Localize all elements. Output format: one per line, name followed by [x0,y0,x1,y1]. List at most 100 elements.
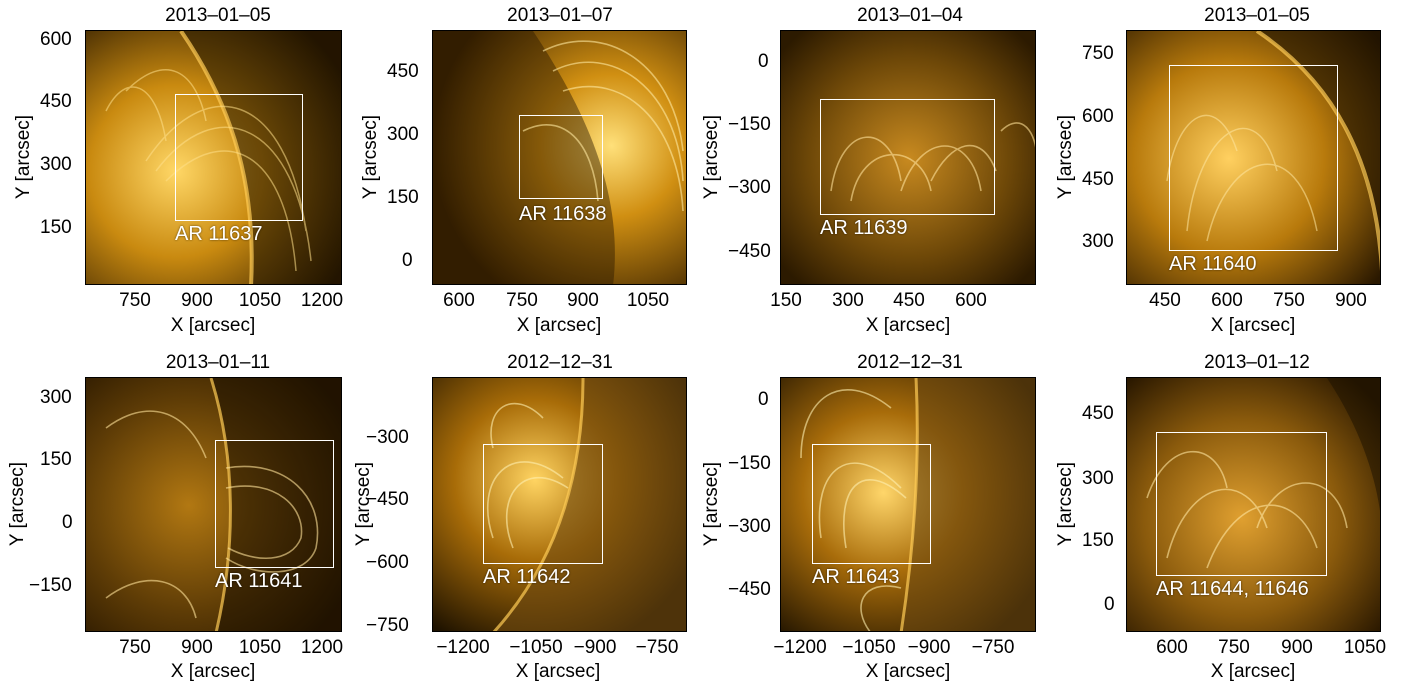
y-tick: 0 [402,250,413,271]
x-tick: 450 [1149,290,1181,311]
y-tick: 0 [62,512,73,533]
y-axis-label: Y [arcsec] [353,461,374,547]
panel-title: 2013–01–12 [1204,352,1310,373]
x-tick: 1050 [1343,637,1387,658]
euv-image-disk-loops [781,31,1035,284]
x-axis-label: X [arcsec] [865,661,951,682]
y-axis-label: Y [arcsec] [701,461,722,547]
panel-title: 2012–12–31 [507,352,613,373]
x-tick: −900 [907,637,951,658]
y-axis-label: Y [arcsec] [1055,461,1076,547]
y-tick: 0 [758,51,769,72]
x-tick: −1200 [436,637,490,658]
panel-title: 2013–01–04 [857,5,963,26]
y-tick: 600 [1082,106,1114,127]
x-tick: 150 [770,290,802,311]
x-tick: 750 [1273,290,1305,311]
x-axis-label: X [arcsec] [1210,315,1296,336]
solar-image: AR 11637 [85,30,342,285]
x-tick: 1200 [300,290,344,311]
roi-box [1169,65,1338,251]
panel-title: 2012–12–31 [857,352,963,373]
x-tick: −900 [573,637,617,658]
x-tick: −750 [971,637,1015,658]
x-tick: 750 [119,290,151,311]
y-tick: 300 [40,387,72,408]
y-tick: 150 [387,187,419,208]
y-tick: 150 [1082,530,1114,551]
roi-box [175,94,303,221]
x-tick: −750 [635,637,679,658]
x-tick: 300 [832,290,864,311]
region-label: AR 11638 [519,203,607,225]
y-tick: −450 [728,241,771,262]
y-tick: 450 [1082,403,1114,424]
region-label: AR 11643 [812,566,900,588]
roi-box [812,444,931,564]
x-tick: 1200 [300,637,344,658]
panel-title: 2013–01–11 [165,352,271,373]
roi-box [215,440,334,568]
y-axis-label: Y [arcsec] [1055,114,1076,200]
x-tick: 1050 [238,637,282,658]
region-label: AR 11640 [1169,253,1257,275]
y-axis-label: Y [arcsec] [701,114,722,200]
y-tick: 600 [40,29,72,50]
region-label: AR 11639 [820,217,908,239]
y-tick: −750 [366,615,409,636]
x-axis-label: X [arcsec] [515,661,601,682]
y-tick: −450 [728,579,771,600]
roi-box [483,444,603,564]
x-tick: −1050 [842,637,896,658]
x-axis-label: X [arcsec] [865,315,951,336]
y-tick: −150 [728,453,771,474]
x-tick: 750 [506,290,538,311]
panel-title: 2013–01–05 [165,5,271,26]
x-tick: 1050 [238,290,282,311]
panel-title: 2013–01–05 [1204,5,1310,26]
roi-box [1156,432,1327,576]
y-axis-label: Y [arcsec] [7,461,28,547]
x-tick: −1050 [509,637,563,658]
solar-image: AR 11640 [1126,30,1381,285]
y-tick: 750 [1082,43,1114,64]
y-tick: −600 [366,552,409,573]
roi-box [820,99,995,215]
euv-image-limb-loops [433,378,686,631]
y-tick: 0 [758,389,769,410]
y-tick: 450 [1082,169,1114,190]
x-tick: 1050 [626,290,670,311]
x-tick: 900 [181,637,213,658]
y-tick: 150 [40,217,72,238]
y-tick: 300 [40,154,72,175]
region-label: AR 11644, 11646 [1156,578,1309,600]
y-tick: 450 [387,61,419,82]
y-tick: 0 [1104,594,1115,615]
x-tick: 600 [955,290,987,311]
euv-image-limb-loops [433,31,686,284]
x-tick: 900 [1335,290,1367,311]
x-tick: 900 [181,290,213,311]
y-tick: −150 [728,114,771,135]
x-axis-label: X [arcsec] [170,661,256,682]
solar-image: AR 11641 [85,377,342,632]
y-tick: 150 [40,449,72,470]
y-tick: −300 [728,177,771,198]
solar-image: AR 11639 [780,30,1036,285]
region-label: AR 11637 [175,223,263,245]
y-tick: −300 [366,427,409,448]
solar-image: AR 11643 [780,377,1036,632]
x-tick: 600 [1211,290,1243,311]
y-tick: −450 [366,489,409,510]
x-tick: 750 [119,637,151,658]
euv-image-limb-loops [781,378,1035,631]
x-axis-label: X [arcsec] [516,315,602,336]
x-tick: 450 [893,290,925,311]
solar-image: AR 11644, 11646 [1126,377,1381,632]
euv-image-disk-loops [1127,378,1380,631]
y-tick: 300 [1082,231,1114,252]
y-tick: 450 [40,91,72,112]
x-tick: 900 [567,290,599,311]
region-label: AR 11642 [483,566,571,588]
roi-box [519,115,603,199]
